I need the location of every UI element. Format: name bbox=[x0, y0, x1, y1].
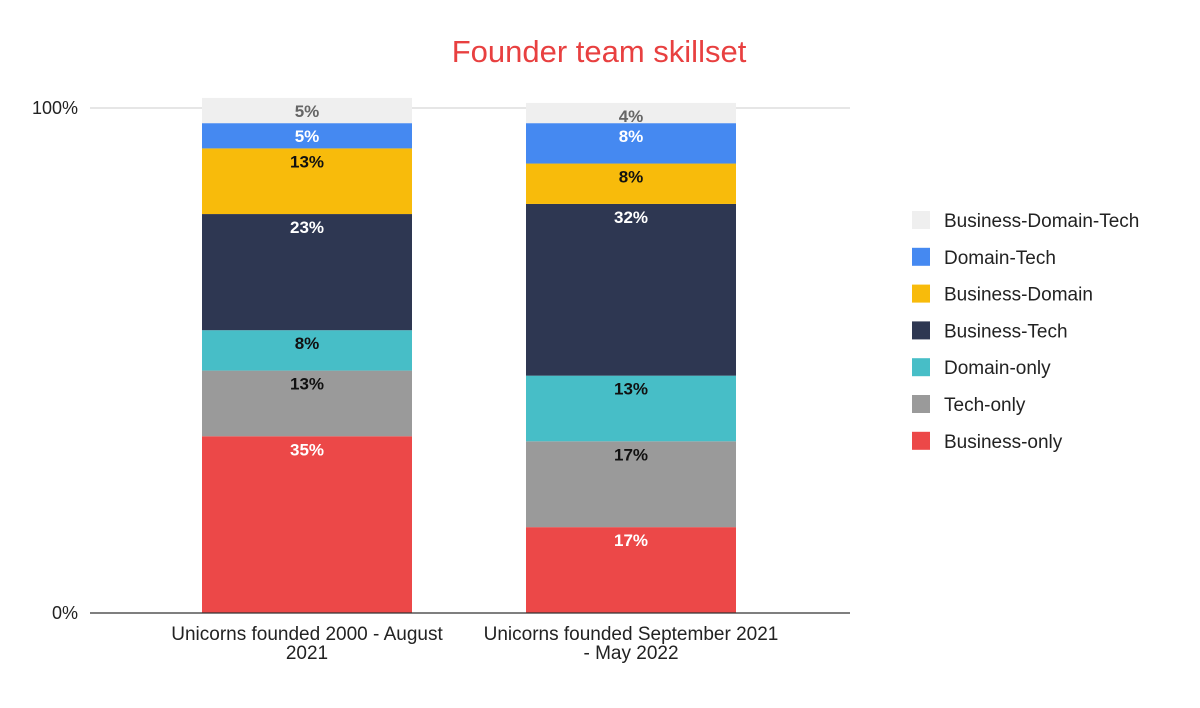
axes: 0% 100% Unicorns founded 2000 - August2021… bbox=[32, 98, 850, 664]
data-labels: 35%13%8%23%13%5%5%17%17%13%32%8%8%4% bbox=[290, 102, 648, 550]
y-tick-label: 0% bbox=[52, 603, 78, 623]
legend-swatch bbox=[912, 284, 930, 303]
legend-label: Domain-only bbox=[944, 358, 1051, 379]
data-label: 8% bbox=[619, 168, 644, 187]
legend-label: Tech-only bbox=[944, 395, 1026, 416]
x-tick-label: 2021 bbox=[286, 643, 328, 664]
bar-segment bbox=[202, 97, 412, 124]
legend-swatch bbox=[912, 211, 930, 229]
bar-segment bbox=[202, 436, 412, 613]
data-label: 8% bbox=[295, 334, 320, 353]
legend-label: Business-Tech bbox=[944, 321, 1068, 342]
legend-swatch bbox=[912, 358, 930, 377]
data-label: 5% bbox=[295, 127, 320, 146]
legend-swatch bbox=[912, 395, 930, 413]
legend-swatch bbox=[912, 247, 930, 266]
data-label: 13% bbox=[290, 375, 324, 394]
bar-segment bbox=[526, 527, 736, 613]
bar-segment bbox=[526, 123, 736, 164]
bar-segment bbox=[202, 148, 412, 215]
data-label: 8% bbox=[619, 127, 644, 146]
bar-segment bbox=[526, 375, 736, 442]
bar-segment bbox=[526, 102, 736, 124]
data-label: 35% bbox=[290, 440, 324, 459]
chart-title: Founder team skillset bbox=[452, 34, 747, 69]
bar-segment bbox=[202, 370, 412, 437]
legend-label: Business-only bbox=[944, 432, 1063, 453]
bar-segment bbox=[202, 214, 412, 331]
legend: Business-Domain-Tech Domain-Tech Business-… bbox=[912, 211, 1139, 453]
y-tick-label: 100% bbox=[32, 98, 78, 118]
bars bbox=[202, 97, 736, 613]
data-label: 17% bbox=[614, 445, 648, 464]
data-label: 13% bbox=[614, 380, 648, 399]
data-label: 5% bbox=[295, 102, 320, 121]
x-tick-label: Unicorns founded September 2021 bbox=[484, 624, 779, 645]
x-tick-label: Unicorns founded 2000 - August bbox=[171, 624, 443, 645]
legend-swatch bbox=[912, 431, 930, 450]
legend-label: Domain-Tech bbox=[944, 248, 1056, 269]
data-label: 4% bbox=[619, 107, 644, 126]
bar-segment bbox=[202, 330, 412, 371]
bar-segment bbox=[202, 123, 412, 149]
bar-segment bbox=[526, 163, 736, 204]
bar-segment bbox=[526, 441, 736, 528]
data-label: 23% bbox=[290, 218, 324, 237]
legend-swatch bbox=[912, 321, 930, 340]
data-label: 32% bbox=[614, 208, 648, 227]
x-tick-label: - May 2022 bbox=[583, 643, 678, 664]
legend-label: Business-Domain-Tech bbox=[944, 211, 1139, 232]
data-label: 17% bbox=[614, 531, 648, 550]
bar-segment bbox=[526, 203, 736, 376]
legend-label: Business-Domain bbox=[944, 285, 1093, 306]
data-label: 13% bbox=[290, 152, 324, 171]
